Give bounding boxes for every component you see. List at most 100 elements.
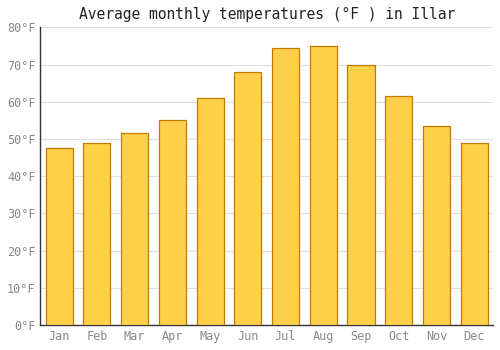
Bar — [246, 72, 248, 325]
Bar — [62, 148, 63, 325]
Bar — [130, 133, 132, 325]
Bar — [210, 98, 212, 325]
Bar — [392, 96, 394, 325]
Bar — [166, 120, 167, 325]
Bar — [100, 143, 101, 325]
Bar — [389, 96, 390, 325]
Bar — [353, 64, 354, 325]
Bar — [98, 143, 100, 325]
Bar — [468, 143, 469, 325]
Bar — [481, 143, 482, 325]
Bar — [254, 72, 256, 325]
Bar — [472, 143, 473, 325]
Bar — [140, 133, 141, 325]
Bar — [354, 64, 356, 325]
Bar — [372, 64, 373, 325]
Bar — [208, 98, 210, 325]
Bar — [434, 126, 435, 325]
Bar — [200, 98, 202, 325]
Bar — [84, 143, 110, 325]
Bar — [448, 126, 450, 325]
Bar — [330, 46, 332, 325]
Bar — [319, 46, 320, 325]
Bar — [291, 48, 292, 325]
Bar — [356, 64, 357, 325]
Bar — [427, 126, 428, 325]
Bar — [274, 48, 276, 325]
Bar — [272, 48, 274, 325]
Bar — [48, 148, 50, 325]
Bar — [474, 143, 476, 325]
Bar — [217, 98, 218, 325]
Bar — [410, 96, 411, 325]
Bar — [362, 64, 364, 325]
Bar — [294, 48, 295, 325]
Bar — [167, 120, 168, 325]
Bar — [105, 143, 106, 325]
Bar — [385, 96, 412, 325]
Bar — [394, 96, 396, 325]
Bar — [260, 72, 262, 325]
Bar — [163, 120, 164, 325]
Bar — [234, 72, 235, 325]
Bar — [101, 143, 102, 325]
Bar — [60, 148, 62, 325]
Bar — [460, 143, 488, 325]
Bar — [280, 48, 281, 325]
Bar — [58, 148, 59, 325]
Bar — [94, 143, 96, 325]
Bar — [348, 64, 374, 325]
Bar — [398, 96, 400, 325]
Bar — [428, 126, 430, 325]
Bar — [136, 133, 138, 325]
Bar — [234, 72, 262, 325]
Bar — [396, 96, 398, 325]
Bar — [290, 48, 291, 325]
Bar — [238, 72, 240, 325]
Bar — [486, 143, 488, 325]
Bar — [212, 98, 213, 325]
Bar — [431, 126, 432, 325]
Bar — [322, 46, 324, 325]
Bar — [160, 120, 162, 325]
Bar — [138, 133, 140, 325]
Bar — [388, 96, 389, 325]
Bar — [88, 143, 90, 325]
Bar — [276, 48, 278, 325]
Bar — [469, 143, 470, 325]
Bar — [84, 143, 110, 325]
Bar — [221, 98, 222, 325]
Bar — [350, 64, 352, 325]
Bar — [70, 148, 71, 325]
Bar — [106, 143, 108, 325]
Bar — [218, 98, 220, 325]
Bar — [336, 46, 337, 325]
Bar — [253, 72, 254, 325]
Bar — [222, 98, 224, 325]
Bar — [176, 120, 178, 325]
Bar — [170, 120, 171, 325]
Bar — [97, 143, 98, 325]
Bar — [368, 64, 369, 325]
Bar — [430, 126, 431, 325]
Bar — [121, 133, 122, 325]
Bar — [295, 48, 296, 325]
Bar — [96, 143, 97, 325]
Bar — [315, 46, 316, 325]
Bar — [385, 96, 412, 325]
Bar — [172, 120, 174, 325]
Bar — [476, 143, 477, 325]
Bar — [52, 148, 54, 325]
Bar — [128, 133, 129, 325]
Bar — [178, 120, 179, 325]
Bar — [213, 98, 214, 325]
Bar — [278, 48, 279, 325]
Bar — [314, 46, 315, 325]
Bar — [370, 64, 372, 325]
Bar — [237, 72, 238, 325]
Bar — [404, 96, 406, 325]
Bar — [438, 126, 439, 325]
Bar — [90, 143, 92, 325]
Bar — [183, 120, 184, 325]
Bar — [352, 64, 353, 325]
